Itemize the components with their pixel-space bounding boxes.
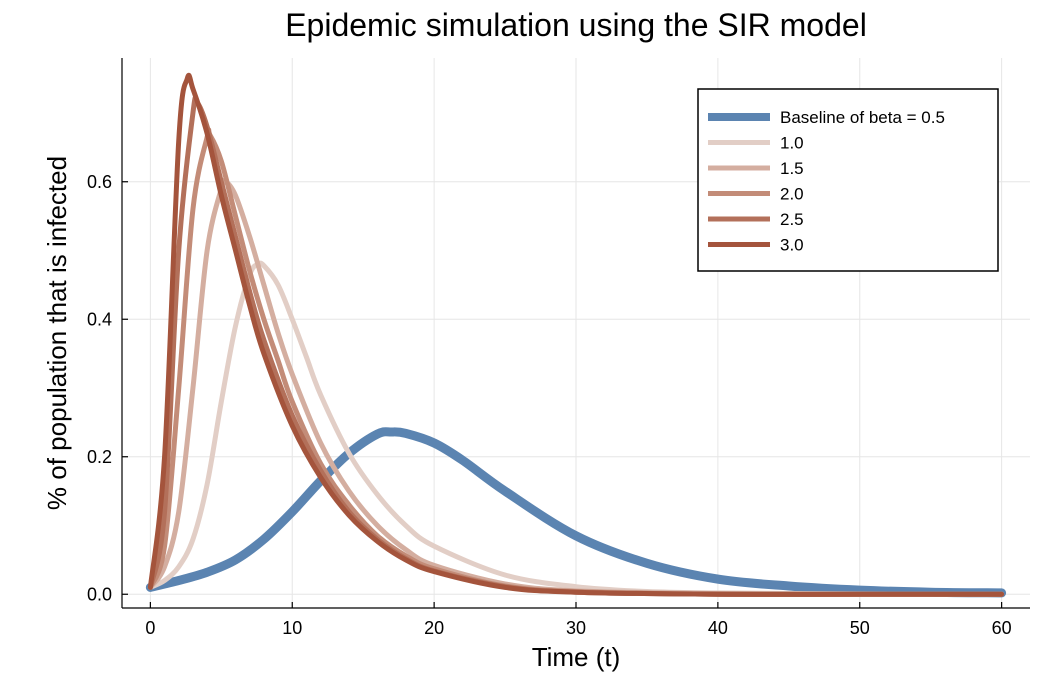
x-ticks: 0 10 20 30 40 50 60 <box>145 602 1012 638</box>
x-tick-label: 0 <box>145 618 155 638</box>
y-tick-label: 0.2 <box>87 447 112 467</box>
chart-title: Epidemic simulation using the SIR model <box>285 7 867 43</box>
legend: Baseline of beta = 0.5 1.0 1.5 2.0 2.5 3.0 <box>697 88 999 272</box>
series-line-5 <box>147 72 1005 597</box>
legend-label-3: 2.0 <box>780 185 804 204</box>
y-ticks: 0.0 0.2 0.4 0.6 <box>87 172 128 604</box>
x-tick-label: 60 <box>992 618 1012 638</box>
series-lines <box>145 72 1007 598</box>
y-tick-label: 0.0 <box>87 584 112 604</box>
legend-label-5: 3.0 <box>780 236 804 255</box>
legend-items: Baseline of beta = 0.5 1.0 1.5 2.0 2.5 3.0 <box>708 108 945 255</box>
x-tick-label: 30 <box>566 618 586 638</box>
legend-label-0: Baseline of beta = 0.5 <box>780 108 945 127</box>
x-tick-label: 50 <box>850 618 870 638</box>
x-tick-label: 10 <box>282 618 302 638</box>
x-tick-label: 40 <box>708 618 728 638</box>
legend-label-2: 1.5 <box>780 159 804 178</box>
x-tick-label: 20 <box>424 618 444 638</box>
y-axis-label: % of population that is infected <box>42 156 72 510</box>
legend-label-4: 2.5 <box>780 210 804 229</box>
y-tick-label: 0.4 <box>87 309 112 329</box>
legend-label-1: 1.0 <box>780 134 804 153</box>
series-line-0 <box>145 427 1007 598</box>
y-tick-label: 0.6 <box>87 172 112 192</box>
x-axis-label: Time (t) <box>532 642 621 672</box>
